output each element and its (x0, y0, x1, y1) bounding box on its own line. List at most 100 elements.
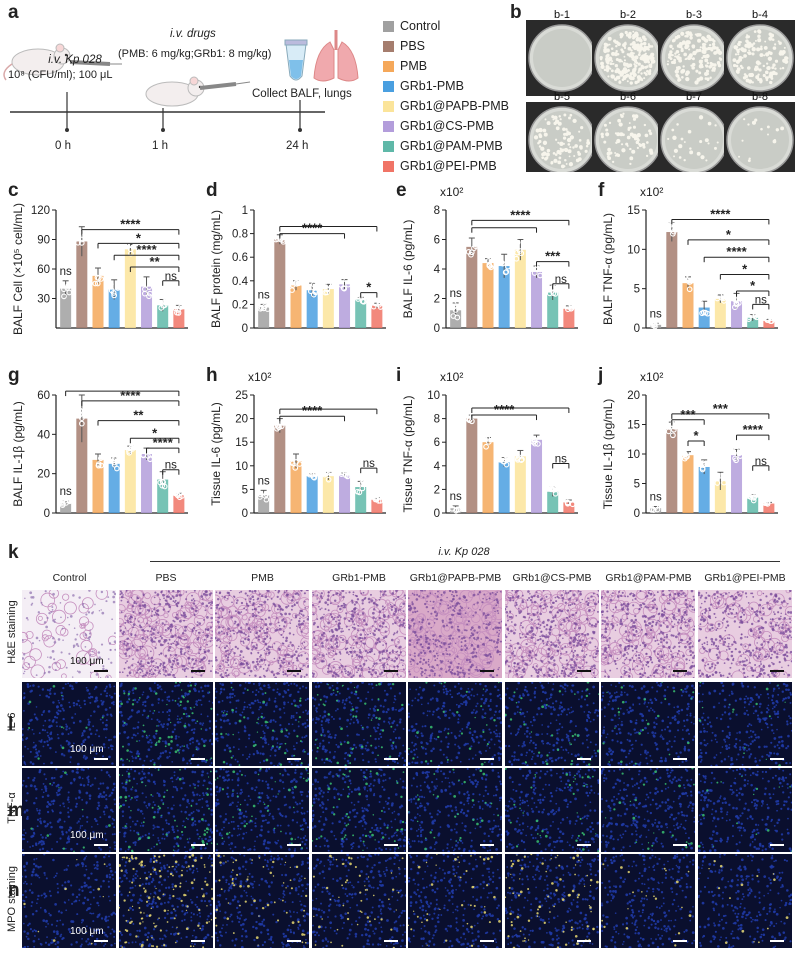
histology-column-label: GRb1@PAM-PMB (605, 572, 692, 584)
sig-label: ns (555, 274, 567, 286)
data-point (683, 454, 689, 460)
colony (736, 67, 741, 72)
colony (701, 36, 705, 41)
bar (141, 454, 153, 513)
colony (608, 43, 611, 46)
bar (92, 459, 104, 513)
scale-bar (480, 844, 494, 846)
colony (686, 40, 691, 45)
scale-bar (480, 758, 494, 760)
colony (637, 53, 641, 57)
colony (780, 126, 785, 131)
colony (757, 38, 762, 43)
scale-bar (94, 670, 108, 672)
colony (614, 151, 617, 154)
time-0h: 0 h (55, 140, 71, 152)
data-point (341, 285, 348, 292)
colony (705, 64, 709, 68)
colony (733, 45, 738, 50)
y-tick-label: 10 (627, 449, 640, 461)
time-1h: 1 h (152, 140, 168, 152)
colony (605, 132, 610, 137)
colony (748, 49, 750, 52)
colony (562, 142, 565, 145)
colony (675, 55, 680, 59)
panel-letter-b: b (510, 2, 522, 23)
colony (752, 42, 756, 45)
legend-label: Control (400, 19, 441, 33)
data-point (535, 441, 541, 447)
colony (623, 46, 627, 49)
data-point (484, 435, 491, 442)
colony (634, 33, 639, 38)
bar (498, 266, 510, 328)
colony (685, 76, 690, 82)
colony (698, 115, 704, 120)
y-axis-label: BALF IL-6 (pg/mL) (401, 220, 415, 319)
colony (716, 141, 719, 144)
colony (629, 162, 632, 165)
colony (735, 64, 739, 68)
colony (736, 70, 740, 74)
colony (555, 126, 560, 131)
data-point (552, 291, 559, 297)
y-tick-label: 5 (634, 284, 640, 296)
y-axis-label: BALF TNF-α (pg/mL) (601, 213, 615, 325)
bar (450, 508, 462, 513)
colony (765, 78, 769, 82)
colony (623, 69, 627, 74)
data-point (537, 272, 543, 279)
data-point (569, 501, 576, 508)
colony (557, 141, 560, 144)
colony (577, 157, 582, 162)
data-point (161, 483, 168, 490)
colony (778, 41, 782, 45)
colony (650, 61, 654, 64)
y-tick-label: 8 (434, 205, 440, 217)
data-point (564, 303, 570, 310)
panel-letter-m: m (8, 800, 25, 821)
data-point (97, 455, 104, 462)
colony (632, 58, 636, 62)
colony (614, 154, 617, 157)
colony (696, 77, 701, 82)
colony (565, 132, 569, 136)
bar (108, 289, 120, 328)
axis-multiplier: x10² (440, 185, 463, 199)
colony (643, 71, 646, 75)
histology-tile (504, 590, 599, 678)
colony (711, 69, 714, 72)
bar (339, 284, 351, 328)
petri-dish (592, 102, 664, 178)
data-point (293, 279, 300, 286)
data-point (146, 284, 153, 290)
legend-label: GRb1@PAPB-PMB (400, 99, 510, 113)
colony (678, 42, 684, 47)
legend-item: GRb1-PMB (383, 76, 464, 96)
axis-multiplier: x10² (640, 370, 663, 384)
colony (706, 72, 710, 76)
colony (643, 45, 647, 48)
dish-label: b-3 (686, 9, 702, 21)
data-point (531, 437, 538, 444)
colony (627, 46, 632, 51)
data-point (310, 281, 317, 288)
colony (572, 146, 575, 149)
colony (620, 35, 623, 38)
petri-dish (658, 20, 730, 96)
colony (646, 65, 649, 68)
histology-row-label: IL-6 (6, 712, 18, 732)
sig-label-control: ns (450, 491, 462, 503)
legend-item: GRb1@CS-PMB (383, 116, 494, 136)
colony (764, 40, 767, 43)
colony (576, 159, 579, 162)
colony (553, 158, 558, 163)
data-point (113, 465, 120, 472)
histology-row-label: MPO staining (6, 865, 18, 933)
colony (684, 34, 687, 38)
data-point (82, 230, 88, 237)
bar (747, 497, 759, 513)
colony (647, 48, 650, 51)
petri-dish (724, 102, 796, 178)
colony (625, 142, 629, 146)
